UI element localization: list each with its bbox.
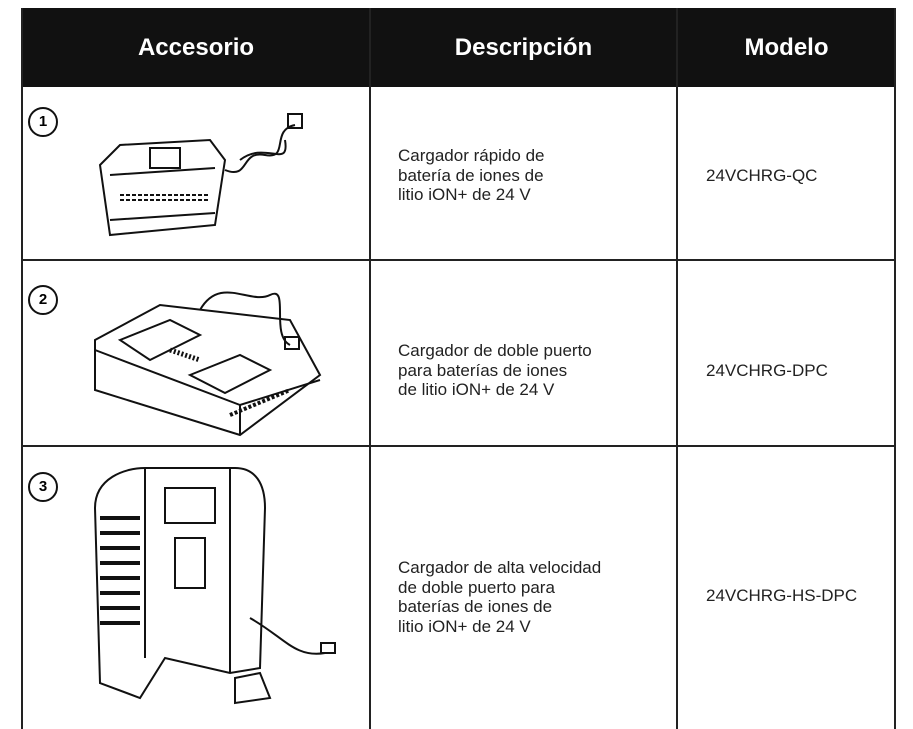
item-number: 2 (28, 285, 58, 315)
column-divider (369, 8, 371, 729)
model: 24VCHRG-DPC (706, 361, 828, 380)
charger-image (94, 291, 322, 437)
description-line: de doble puerto para (398, 577, 555, 597)
description: Cargador de alta velocidad de doble puer… (398, 558, 668, 636)
row-divider (22, 445, 896, 447)
description-line: litio iON+ de 24 V (398, 185, 531, 204)
row-divider (22, 259, 896, 261)
header-cell: Accesorio (137, 34, 255, 61)
column-divider (676, 8, 678, 729)
description-line: batería de iones de (398, 165, 544, 185)
header-cell: Descripción (454, 34, 593, 61)
header-cell: Modelo (744, 34, 829, 61)
description-line: litio iON+ de 24 V (398, 616, 531, 636)
description-line: para baterías de iones (398, 360, 568, 380)
description: Cargador rápido de batería de iones de l… (398, 146, 668, 205)
charger-image (93, 467, 336, 705)
header-bar (22, 8, 896, 87)
description-line: Cargador de doble puerto (398, 341, 592, 360)
charger-image (98, 113, 303, 237)
border (894, 8, 896, 729)
border (21, 8, 23, 729)
model: 24VCHRG-HS-DPC (706, 586, 858, 605)
description-line: Cargador rápido de (398, 146, 545, 165)
item-number: 3 (28, 472, 58, 502)
description-line: de litio iON+ de 24 V (398, 380, 555, 399)
description-line: baterías de iones de (398, 597, 553, 616)
description: Cargador de doble puerto para baterías d… (398, 341, 668, 400)
description-line: Cargador de alta velocidad (398, 558, 602, 577)
item-number: 1 (28, 107, 58, 137)
model: 24VCHRG-QC (706, 166, 818, 185)
